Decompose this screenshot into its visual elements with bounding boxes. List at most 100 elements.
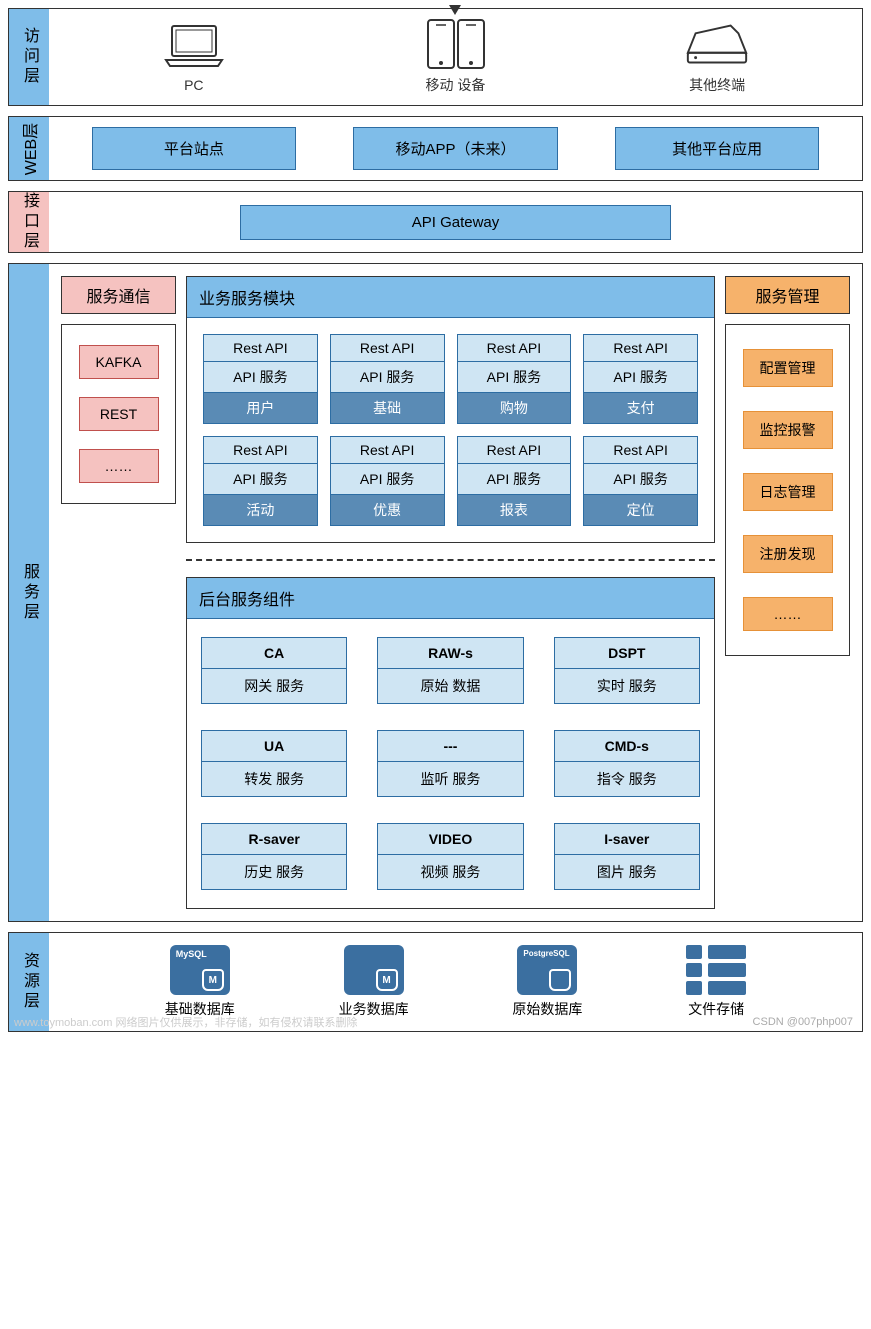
module-name: 购物 [458,393,571,423]
access-item-mobile: 移动 设备 [420,19,490,95]
module-rest-api: Rest API [458,437,571,464]
backend-desc: 视频 服务 [378,855,522,889]
module-name: 基础 [331,393,444,423]
web-layer: WEB层 平台站点 移动APP（未来） 其他平台应用 [8,116,863,181]
backend-code: CA [202,638,346,669]
biz-module-2: Rest APIAPI 服务购物 [457,334,572,424]
backend-desc: 网关 服务 [202,669,346,703]
module-name: 优惠 [331,495,444,525]
backend-item-6: R-saver历史 服务 [201,823,347,890]
web-button-other: 其他平台应用 [615,127,819,170]
module-api-service: API 服务 [584,464,697,495]
backend-item-4: ---监听 服务 [377,730,523,797]
service-comm-column: 服务通信 KAFKA REST …… [61,276,176,504]
module-rest-api: Rest API [204,437,317,464]
module-name: 报表 [458,495,571,525]
backend-item-0: CA网关 服务 [201,637,347,704]
biz-module-grid: Rest APIAPI 服务用户Rest APIAPI 服务基础Rest API… [187,318,714,542]
module-name: 用户 [204,393,317,423]
backend-item-5: CMD-s指令 服务 [554,730,700,797]
mysql-db-icon: MySQLM [170,945,230,995]
biz-module-5: Rest APIAPI 服务优惠 [330,436,445,526]
comm-item-kafka: KAFKA [79,345,159,379]
backend-code: UA [202,731,346,762]
module-name: 支付 [584,393,697,423]
backend-frame: 后台服务组件 CA网关 服务 RAW-s原始 数据 DSPT实时 服务 UA转发 服务… [186,577,715,909]
api-layer-body: API Gateway [49,192,862,252]
module-api-service: API 服务 [458,362,571,393]
mgmt-item-3: 注册发现 [743,535,833,573]
backend-code: VIDEO [378,824,522,855]
comm-item-rest: REST [79,397,159,431]
watermark-right: CSDN @007php007 [8,1016,863,1028]
backend-code: --- [378,731,522,762]
backend-code: RAW-s [378,638,522,669]
mgmt-item-1: 监控报警 [743,411,833,449]
backend-item-8: I-saver图片 服务 [554,823,700,890]
resource-item-basedb: MySQLM 基础数据库 [165,945,235,1019]
backend-desc: 历史 服务 [202,855,346,889]
web-button-app: 移动APP（未来） [353,127,557,170]
scanner-icon [682,19,752,69]
backend-desc: 实时 服务 [555,669,699,703]
module-api-service: API 服务 [331,362,444,393]
mgmt-item-4: …… [743,597,833,631]
mgmt-item-0: 配置管理 [743,349,833,387]
service-layer: 服务层 服务通信 KAFKA REST …… 业务服务模块 Rest APIAP… [8,263,863,922]
module-rest-api: Rest API [331,437,444,464]
module-rest-api: Rest API [331,335,444,362]
web-layer-body: 平台站点 移动APP（未来） 其他平台应用 [49,117,862,180]
service-mgmt-box: 配置管理监控报警日志管理注册发现 …… [725,324,850,656]
module-name: 定位 [584,495,697,525]
marker-triangle-icon [449,5,461,15]
api-gateway-box: API Gateway [240,205,672,240]
biz-module-frame: 业务服务模块 Rest APIAPI 服务用户Rest APIAPI 服务基础R… [186,276,715,543]
file-storage-icon [686,945,746,995]
biz-module-4: Rest APIAPI 服务活动 [203,436,318,526]
biz-module-6: Rest APIAPI 服务报表 [457,436,572,526]
backend-code: CMD-s [555,731,699,762]
resource-item-bizdb: M 业务数据库 [339,945,409,1019]
backend-code: R-saver [202,824,346,855]
biz-module-0: Rest APIAPI 服务用户 [203,334,318,424]
service-mgmt-column: 服务管理 配置管理监控报警日志管理注册发现…… [725,276,850,656]
resource-item-rawdb: PostgreSQL 原始数据库 [512,945,582,1019]
backend-desc: 转发 服务 [202,762,346,796]
backend-item-1: RAW-s原始 数据 [377,637,523,704]
module-name: 活动 [204,495,317,525]
backend-item-2: DSPT实时 服务 [554,637,700,704]
generic-db-icon: M [344,945,404,995]
web-button-site: 平台站点 [92,127,296,170]
backend-item-3: UA转发 服务 [201,730,347,797]
module-api-service: API 服务 [458,464,571,495]
access-layer: 访问层 PC 移动 设备 其他终端 [8,8,863,106]
access-layer-body: PC 移动 设备 其他终端 [49,9,862,105]
backend-code: DSPT [555,638,699,669]
service-layer-body: 服务通信 KAFKA REST …… 业务服务模块 Rest APIAPI 服务… [49,264,862,921]
module-rest-api: Rest API [458,335,571,362]
module-rest-api: Rest API [584,335,697,362]
mobile-devices-icon [420,19,490,69]
biz-module-7: Rest APIAPI 服务定位 [583,436,698,526]
postgresql-db-icon: PostgreSQL [517,945,577,995]
laptop-icon [159,21,229,71]
access-label-pc: PC [184,77,203,93]
api-layer: 接口层 API Gateway [8,191,863,253]
access-label-mobile: 移动 设备 [426,75,486,95]
access-item-pc: PC [159,21,229,93]
module-rest-api: Rest API [204,335,317,362]
module-api-service: API 服务 [204,362,317,393]
access-layer-label: 访问层 [9,9,49,105]
backend-code: I-saver [555,824,699,855]
api-layer-label: 接口层 [9,192,49,252]
service-comm-header: 服务通信 [61,276,176,314]
dashed-separator [186,559,715,561]
access-label-other: 其他终端 [689,75,745,95]
backend-item-7: VIDEO视频 服务 [377,823,523,890]
mgmt-item-2: 日志管理 [743,473,833,511]
backend-header: 后台服务组件 [187,578,714,619]
web-layer-label: WEB层 [9,117,49,180]
biz-module-3: Rest APIAPI 服务支付 [583,334,698,424]
service-comm-box: KAFKA REST …… [61,324,176,504]
module-api-service: API 服务 [204,464,317,495]
